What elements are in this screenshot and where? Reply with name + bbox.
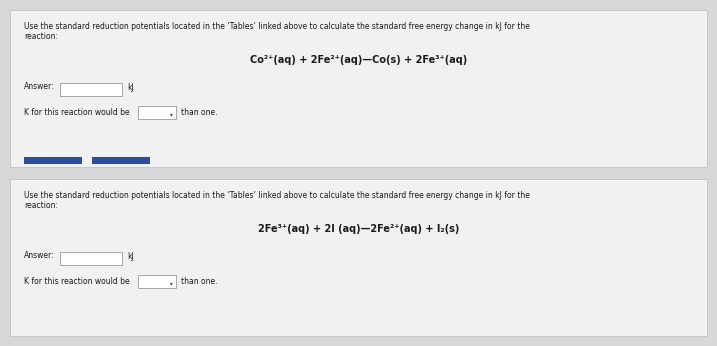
Bar xyxy=(138,106,176,119)
Text: 2Fe³⁺(aq) + 2I (aq)—2Fe²⁺(aq) + I₂(s): 2Fe³⁺(aq) + 2I (aq)—2Fe²⁺(aq) + I₂(s) xyxy=(258,224,459,234)
Text: kJ: kJ xyxy=(127,83,134,92)
Text: than one.: than one. xyxy=(181,108,217,117)
Bar xyxy=(10,179,707,336)
Text: than one.: than one. xyxy=(181,277,217,286)
Text: Use the standard reduction potentials located in the ‘Tables’ linked above to ca: Use the standard reduction potentials lo… xyxy=(24,191,530,200)
Text: K for this reaction would be: K for this reaction would be xyxy=(24,108,130,117)
Bar xyxy=(60,252,122,265)
Bar xyxy=(60,83,122,96)
Text: Co²⁺(aq) + 2Fe²⁺(aq)—Co(s) + 2Fe³⁺(aq): Co²⁺(aq) + 2Fe²⁺(aq)—Co(s) + 2Fe³⁺(aq) xyxy=(250,55,467,65)
Text: ▾: ▾ xyxy=(170,281,172,286)
Text: reaction:: reaction: xyxy=(24,201,58,210)
Bar xyxy=(92,157,150,164)
Text: Answer:: Answer: xyxy=(24,251,54,260)
Text: Use the standard reduction potentials located in the ‘Tables’ linked above to ca: Use the standard reduction potentials lo… xyxy=(24,22,530,31)
Text: Answer:: Answer: xyxy=(24,82,54,91)
Text: reaction:: reaction: xyxy=(24,32,58,41)
Bar xyxy=(24,157,82,164)
Text: kJ: kJ xyxy=(127,252,134,261)
Bar xyxy=(138,275,176,288)
Text: K for this reaction would be: K for this reaction would be xyxy=(24,277,130,286)
Text: ▾: ▾ xyxy=(170,112,172,117)
Bar xyxy=(10,10,707,167)
